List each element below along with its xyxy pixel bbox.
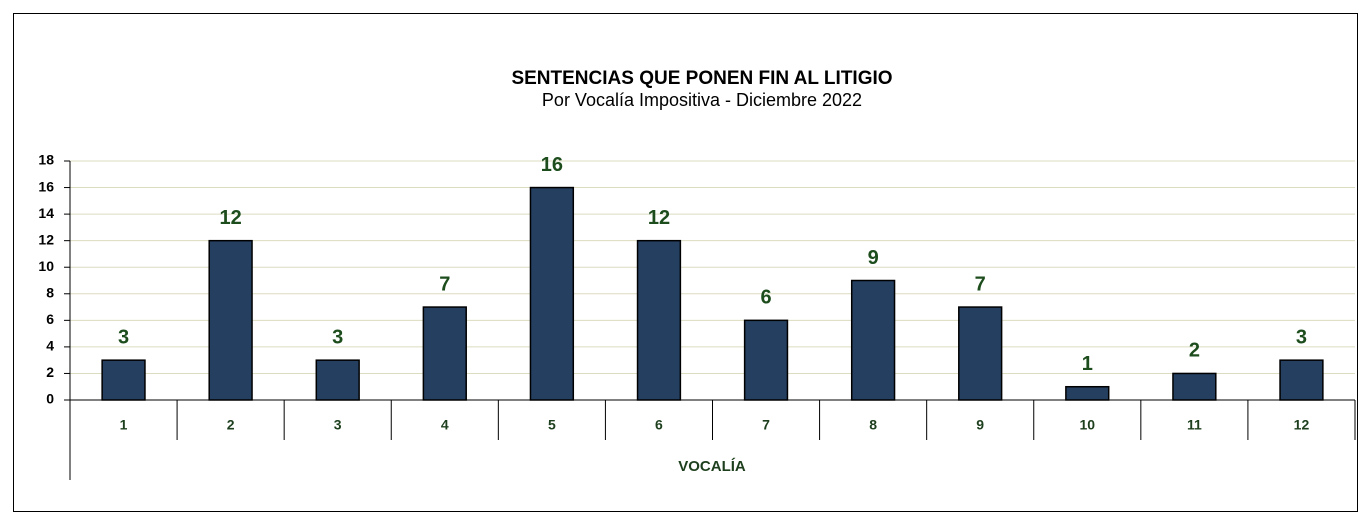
data-label: 2: [1189, 340, 1200, 362]
bar: [636, 239, 682, 401]
data-label: 9: [868, 247, 879, 269]
y-tick-label: 6: [46, 311, 54, 327]
data-label: 3: [118, 326, 129, 348]
y-tick-label: 2: [46, 364, 54, 380]
data-label: 16: [541, 154, 563, 176]
data-label: 1: [1082, 353, 1093, 375]
y-tick-label: 12: [38, 231, 54, 247]
x-tick-label: 8: [869, 417, 877, 433]
bar: [315, 359, 360, 401]
bar: [958, 306, 1003, 401]
x-tick-label: 2: [227, 417, 235, 433]
y-tick-label: 10: [38, 258, 54, 274]
data-label: 6: [760, 287, 771, 309]
data-label: 7: [975, 273, 986, 295]
x-tick-label: 6: [655, 417, 663, 433]
x-tick-label: 10: [1080, 417, 1096, 433]
y-tick-label: 0: [46, 391, 54, 407]
data-label: 3: [1296, 326, 1307, 348]
bar: [208, 239, 253, 401]
x-axis-label: VOCALÍA: [678, 458, 746, 475]
data-label: 7: [439, 273, 450, 295]
chart-title: SENTENCIAS QUE PONEN FIN AL LITIGIO: [511, 68, 892, 89]
bar: [1065, 385, 1110, 401]
y-tick-label: 4: [46, 338, 54, 354]
x-tick-label: 5: [548, 417, 556, 433]
x-tick-label: 7: [762, 417, 770, 433]
data-label: 12: [648, 207, 670, 229]
bar: [422, 306, 467, 401]
bar: [1279, 359, 1324, 401]
bar: [1172, 372, 1217, 401]
y-tick-label: 8: [46, 284, 54, 300]
x-tick-label: 1: [120, 417, 128, 433]
chart-subtitle: Por Vocalía Impositiva - Diciembre 2022: [542, 90, 862, 110]
x-tick-label: 3: [334, 417, 342, 433]
data-label: 12: [220, 207, 242, 229]
bar: [743, 319, 789, 401]
x-tick-label: 11: [1187, 417, 1202, 433]
x-tick-label: 4: [441, 417, 449, 433]
bar: [529, 186, 575, 401]
y-tick-label: 18: [38, 152, 54, 168]
bar: [101, 359, 146, 401]
y-tick-label: 14: [38, 205, 54, 221]
data-label: 3: [332, 326, 343, 348]
bar: [850, 279, 896, 401]
x-tick-label: 12: [1294, 417, 1310, 433]
y-tick-label: 16: [38, 178, 54, 194]
x-tick-label: 9: [976, 417, 984, 433]
